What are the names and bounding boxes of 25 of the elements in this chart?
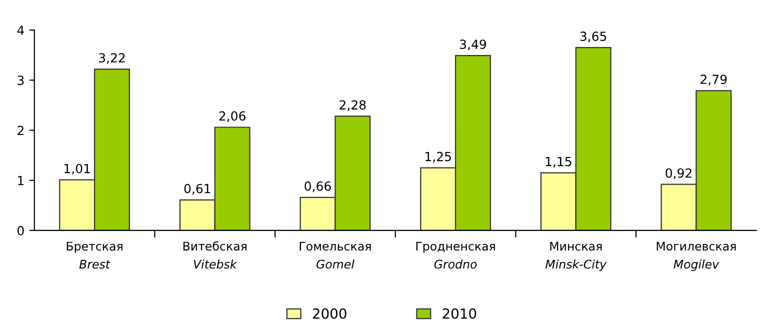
x-tick-label: Минская Minsk-City: [546, 242, 607, 271]
data-label: 3,22: [99, 53, 125, 64]
x-tick-label: Гомельская Gomel: [300, 242, 371, 269]
y-tick-label: 1: [18, 176, 24, 186]
legend-label: 2000: [312, 308, 346, 319]
data-label: 0,61: [184, 184, 210, 195]
x-tick-label: Витебская Vitebsk: [183, 241, 246, 269]
data-label: 1,25: [426, 152, 451, 163]
x-tick-label: Бретская Brest: [66, 242, 122, 269]
data-label: 0,66: [304, 181, 331, 192]
y-tick-label: 0: [18, 226, 24, 236]
data-label: 3,65: [580, 32, 606, 42]
data-label: 2,06: [219, 111, 246, 122]
y-tick-label: 4: [17, 26, 24, 35]
data-label: 1,15: [546, 156, 572, 168]
x-tick-label: Могилевская Mogilev: [656, 242, 736, 271]
data-label: 2,79: [700, 74, 727, 86]
data-label: 0,92: [666, 168, 692, 180]
data-label: 2,28: [340, 100, 366, 111]
y-tick-label: 2: [18, 126, 24, 136]
legend-label: 2010: [442, 308, 476, 319]
data-label: 1,01: [64, 164, 90, 175]
x-tick-label: Гродненская Grodno: [416, 242, 495, 269]
data-label: 3,49: [460, 40, 486, 50]
y-tick-label: 3: [18, 76, 24, 86]
